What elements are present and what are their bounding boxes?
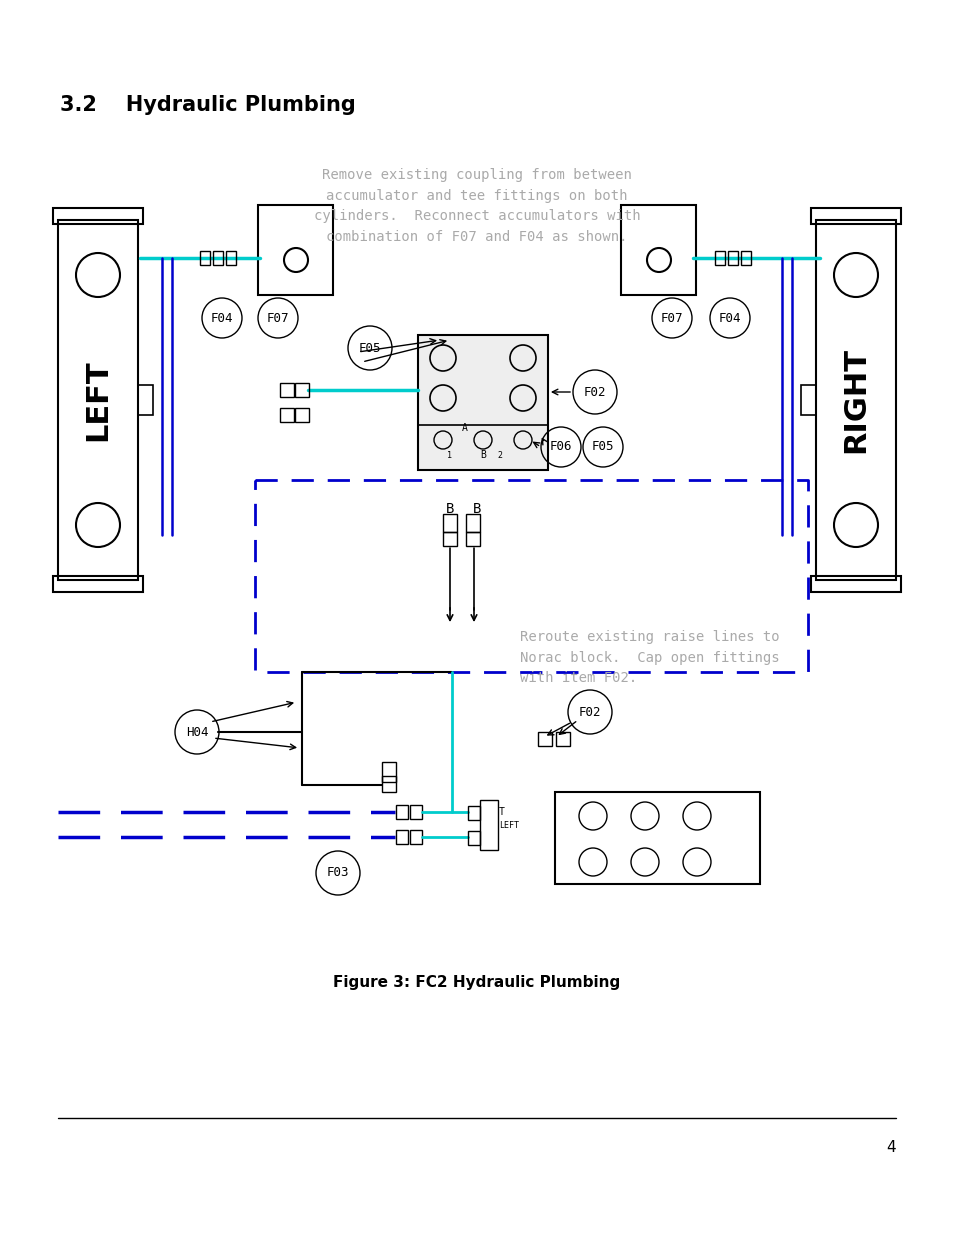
Text: F02: F02 — [578, 705, 600, 719]
Bar — [801, 385, 815, 415]
Text: F06: F06 — [549, 441, 572, 453]
Text: 3.2    Hydraulic Plumbing: 3.2 Hydraulic Plumbing — [60, 95, 355, 115]
Text: A: A — [461, 424, 468, 433]
Bar — [294, 383, 309, 396]
Bar — [465, 532, 479, 546]
Bar — [442, 514, 456, 532]
Bar — [810, 207, 900, 224]
Bar — [468, 806, 479, 820]
Text: RIGHT: RIGHT — [841, 347, 869, 453]
Bar — [138, 385, 152, 415]
Text: 1: 1 — [447, 451, 452, 459]
Bar — [257, 205, 333, 295]
Bar — [381, 762, 395, 782]
Text: F02: F02 — [583, 385, 605, 399]
Bar — [200, 251, 210, 266]
Text: B: B — [479, 450, 485, 459]
Text: B: B — [473, 501, 480, 516]
Text: F05: F05 — [591, 441, 614, 453]
Bar — [465, 514, 479, 532]
Bar — [810, 576, 900, 592]
Bar — [280, 408, 294, 422]
Bar — [442, 532, 456, 546]
Text: T: T — [498, 806, 504, 818]
Bar — [395, 830, 408, 844]
Text: Reroute existing raise lines to
Norac block.  Cap open fittings
with item F02.: Reroute existing raise lines to Norac bl… — [519, 630, 779, 685]
Text: F04: F04 — [211, 311, 233, 325]
Bar — [620, 205, 696, 295]
Bar — [815, 220, 895, 580]
Bar — [280, 383, 294, 396]
Bar — [410, 805, 421, 819]
Bar — [410, 830, 421, 844]
Text: F07: F07 — [267, 311, 289, 325]
Bar — [556, 732, 569, 746]
Text: F03: F03 — [327, 867, 349, 879]
Bar — [226, 251, 235, 266]
Bar — [468, 831, 479, 845]
Bar — [714, 251, 724, 266]
Text: LEFT: LEFT — [498, 820, 518, 830]
Text: F04: F04 — [718, 311, 740, 325]
Bar — [381, 776, 395, 792]
Text: 4: 4 — [885, 1140, 895, 1155]
Bar — [395, 805, 408, 819]
Bar — [294, 408, 309, 422]
Bar — [537, 732, 552, 746]
Text: B: B — [445, 501, 454, 516]
Bar — [53, 576, 143, 592]
Bar — [727, 251, 738, 266]
Bar — [53, 207, 143, 224]
Text: F05: F05 — [358, 342, 381, 354]
Text: H04: H04 — [186, 725, 208, 739]
Bar — [555, 792, 760, 884]
Text: Remove existing coupling from between
accumulator and tee fittings on both
cylin: Remove existing coupling from between ac… — [314, 168, 639, 243]
Text: F07: F07 — [660, 311, 682, 325]
Bar — [213, 251, 223, 266]
Bar — [417, 335, 547, 471]
Text: LEFT: LEFT — [84, 359, 112, 441]
Bar — [740, 251, 750, 266]
Bar — [58, 220, 138, 580]
Bar — [479, 800, 497, 850]
Bar — [417, 425, 547, 471]
Text: 2: 2 — [497, 451, 502, 459]
Text: Figure 3: FC2 Hydraulic Plumbing: Figure 3: FC2 Hydraulic Plumbing — [333, 974, 620, 990]
